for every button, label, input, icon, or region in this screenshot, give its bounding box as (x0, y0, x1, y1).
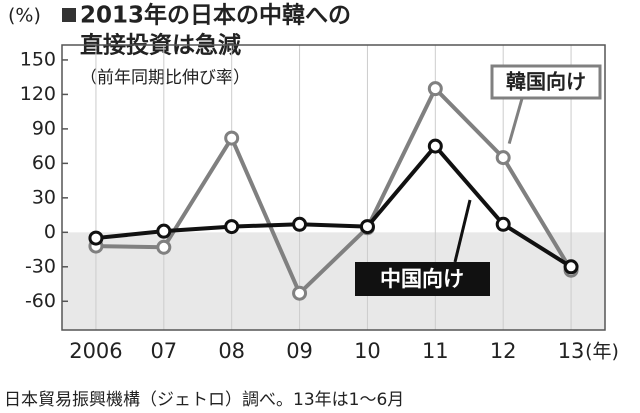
chart-subtitle: （前年同期比伸び率） (80, 68, 250, 88)
y-tick-label: -60 (25, 290, 56, 312)
data-point (495, 216, 511, 232)
x-tick-label: 10 (354, 339, 381, 363)
data-point (427, 138, 443, 154)
x-tick-label: 07 (150, 339, 177, 363)
data-point (292, 216, 308, 232)
legend-box (490, 64, 602, 100)
x-tick-label: 2006 (69, 339, 122, 363)
data-point (359, 219, 375, 235)
data-point (88, 230, 104, 246)
data-point (156, 239, 172, 255)
data-point (224, 219, 240, 235)
y-tick-label: 120 (20, 83, 56, 105)
legend-box (355, 262, 490, 296)
data-point (427, 81, 443, 97)
plot-frame (61, 44, 606, 331)
x-tick-label: 11 (422, 339, 449, 363)
x-unit: (年) (585, 341, 619, 363)
y-tick-label: 60 (32, 152, 56, 174)
y-tick-label: 30 (32, 186, 56, 208)
x-tick-label: 12 (490, 339, 517, 363)
data-point (156, 223, 172, 239)
y-tick-label: 90 (32, 117, 56, 139)
data-point (495, 150, 511, 166)
series-line (95, 144, 573, 269)
data-point (292, 285, 308, 301)
data-point (563, 259, 579, 275)
legend-label: 中国向け (380, 267, 464, 291)
x-tick-label: 13 (558, 339, 585, 363)
source-note: 日本貿易振興機構（ジェトロ）調べ。13年は1～6月 (4, 390, 404, 410)
data-point (224, 130, 240, 146)
y-tick-label: 0 (44, 221, 56, 243)
y-unit: (%) (8, 5, 41, 27)
callout-line (453, 199, 472, 263)
x-tick-label: 08 (218, 339, 245, 363)
x-tick-label: 09 (286, 339, 313, 363)
y-tick-label: 150 (20, 48, 56, 70)
legend-label: 韓国向け (506, 70, 586, 94)
y-tick-label: -30 (25, 255, 56, 277)
chart-title: 2013年の日本の中韓への (80, 2, 351, 29)
title-icon (62, 8, 76, 22)
